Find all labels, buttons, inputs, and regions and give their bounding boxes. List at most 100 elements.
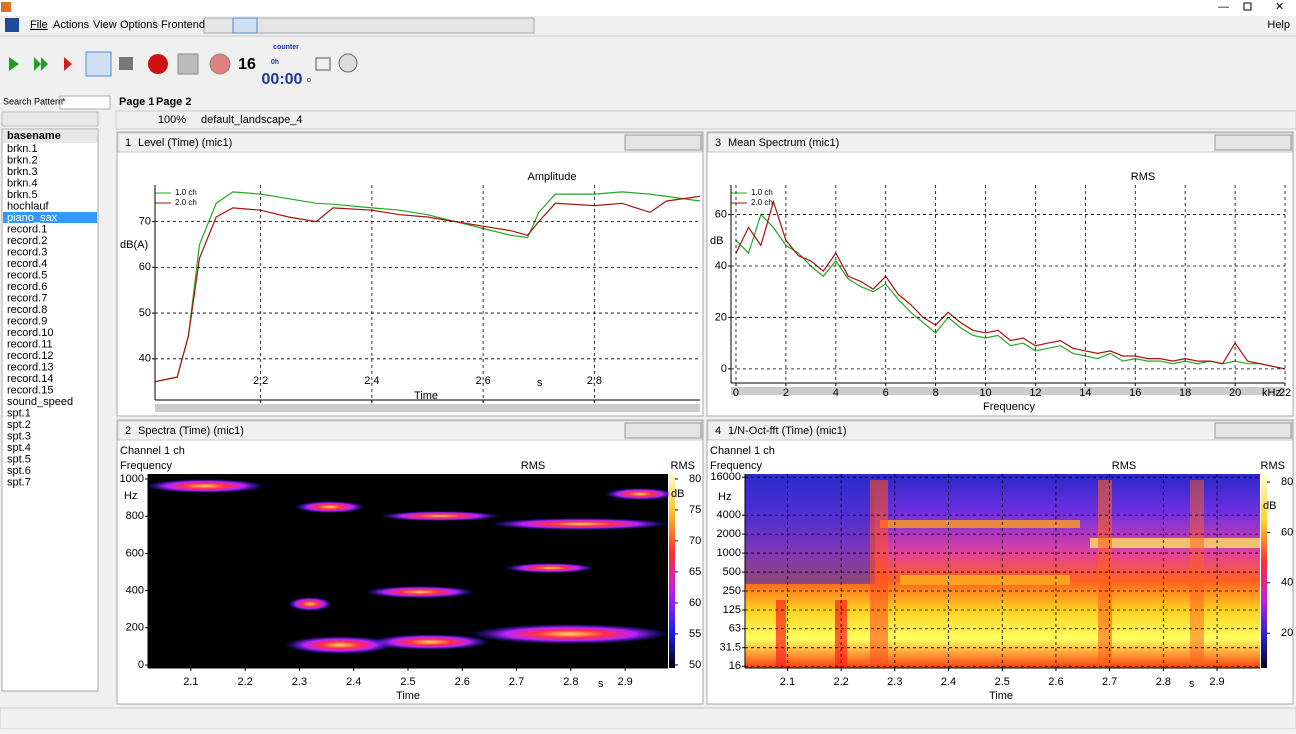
menu-item[interactable]: Frontend (161, 19, 205, 31)
list-buttons[interactable] (1, 111, 99, 127)
x-unit: s (537, 377, 543, 389)
channel-label: Channel 1 ch (710, 445, 775, 457)
list-item[interactable]: spt.1 (7, 407, 31, 419)
series-line (735, 213, 1286, 370)
loop[interactable] (85, 51, 112, 77)
list-item[interactable]: record.4 (7, 258, 47, 270)
band (870, 480, 888, 668)
list-item[interactable]: spt.3 (7, 430, 31, 442)
menu-item[interactable]: File (30, 19, 48, 31)
x-tick-label: 2.7 (1102, 676, 1117, 688)
counter-unit: o (307, 77, 311, 84)
app-icon (1, 2, 11, 12)
band (745, 474, 875, 584)
x-unit: s (598, 678, 604, 690)
list-item[interactable]: record.7 (7, 292, 47, 304)
colorbar-tick-label: 75 (689, 504, 701, 516)
tab[interactable]: Page 1 (119, 96, 154, 108)
print[interactable] (119, 57, 133, 70)
list-item[interactable]: sound_speed (7, 396, 73, 408)
active-view[interactable] (232, 17, 258, 34)
y-tick-label: 31.5 (720, 642, 741, 654)
y-tick-label: 125 (723, 604, 741, 616)
stop[interactable] (177, 53, 199, 75)
blob (605, 488, 675, 500)
list-item[interactable]: brkn.4 (7, 177, 38, 189)
search-input[interactable] (59, 95, 111, 110)
x-tick-label: 2.2 (833, 676, 848, 688)
tab[interactable]: Page 2 (156, 96, 191, 108)
list-item[interactable]: record.12 (7, 350, 53, 362)
list-item[interactable]: record.5 (7, 269, 47, 281)
panel-tools[interactable] (1214, 422, 1292, 439)
list-item[interactable]: record.10 (7, 327, 53, 339)
y-tick-label: 40 (715, 260, 727, 272)
x-tick-label: 2.6 (455, 676, 470, 688)
list-item[interactable]: spt.4 (7, 442, 31, 454)
list-item[interactable]: record.13 (7, 361, 53, 373)
list-item[interactable]: record.15 (7, 384, 53, 396)
list-item[interactable]: hochlauf (7, 200, 50, 212)
list-item[interactable]: record.1 (7, 223, 47, 235)
maximize[interactable] (1243, 2, 1252, 11)
list-item[interactable]: record.11 (7, 338, 53, 350)
list-item[interactable]: record.2 (7, 235, 47, 247)
list-item[interactable]: record.3 (7, 246, 47, 258)
list-item[interactable]: record.6 (7, 281, 47, 293)
panel-header (117, 420, 703, 441)
spectrogram-1 (145, 474, 675, 668)
colorbar-tick-label: 55 (689, 628, 701, 640)
list-item[interactable]: spt.7 (7, 476, 31, 488)
colorbar-unit: dB (1263, 500, 1276, 512)
blob (145, 479, 265, 493)
menu-item[interactable]: Options (120, 19, 158, 31)
panel-tools[interactable] (1214, 134, 1292, 151)
help-menu[interactable]: Help (1267, 19, 1290, 31)
panel-tools[interactable] (624, 134, 702, 151)
x-tick-label: 2.2 (238, 676, 253, 688)
menu-item[interactable]: View (93, 19, 117, 31)
series-line (154, 191, 701, 383)
list-item[interactable]: brkn.5 (7, 189, 38, 201)
cancel[interactable] (209, 53, 231, 75)
minimize[interactable]: — (1218, 1, 1229, 13)
list-header-bg (3, 130, 97, 143)
list-item[interactable]: brkn.1 (7, 143, 38, 155)
colorbar-title: RMS (1261, 460, 1285, 472)
band (1090, 538, 1260, 548)
list-item[interactable]: piano_sax (7, 212, 58, 224)
y-tick-label: 800 (126, 510, 144, 522)
x-tick-label: 16 (1129, 387, 1141, 399)
blob (470, 624, 670, 644)
x-tick-label: 2.5 (400, 676, 415, 688)
play[interactable] (9, 57, 19, 71)
list-item[interactable]: record.14 (7, 373, 53, 385)
x-tick-label: 18 (1179, 387, 1191, 399)
y-tick-label: 250 (723, 585, 741, 597)
list-item[interactable]: brkn.3 (7, 166, 38, 178)
colorbar-tick-label: 80 (1281, 476, 1293, 488)
list-item[interactable]: spt.6 (7, 465, 31, 477)
fast-forward[interactable] (34, 57, 41, 71)
count: 16 (238, 56, 256, 73)
x-tick-label: 20 (1229, 387, 1241, 399)
list-item[interactable]: record.9 (7, 315, 47, 327)
y-tick-label: 0 (721, 363, 727, 375)
list-item[interactable]: spt.5 (7, 453, 31, 465)
plot-area (155, 185, 700, 400)
record[interactable] (148, 54, 168, 74)
list-item[interactable]: record.8 (7, 304, 47, 316)
close[interactable]: ✕ (1275, 1, 1284, 13)
panel-tools[interactable] (624, 422, 702, 439)
y-axis-label: dB(A) (120, 239, 148, 251)
colorbar-unit: dB (671, 488, 684, 500)
view-buttons[interactable] (203, 17, 535, 34)
x-tick-label: 2.6 (475, 375, 490, 387)
fast-forward[interactable] (41, 57, 48, 71)
menu-item[interactable]: Actions (53, 19, 90, 31)
y-unit: Hz (124, 490, 137, 502)
list-item[interactable]: brkn.2 (7, 154, 38, 166)
step[interactable] (64, 57, 72, 71)
list-item[interactable]: spt.2 (7, 419, 31, 431)
panel-title: Mean Spectrum (mic1) (728, 137, 839, 149)
